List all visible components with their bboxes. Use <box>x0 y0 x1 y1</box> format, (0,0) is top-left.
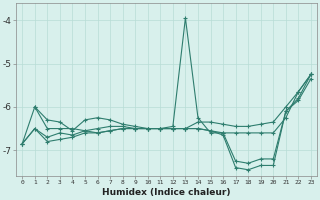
X-axis label: Humidex (Indice chaleur): Humidex (Indice chaleur) <box>102 188 231 197</box>
